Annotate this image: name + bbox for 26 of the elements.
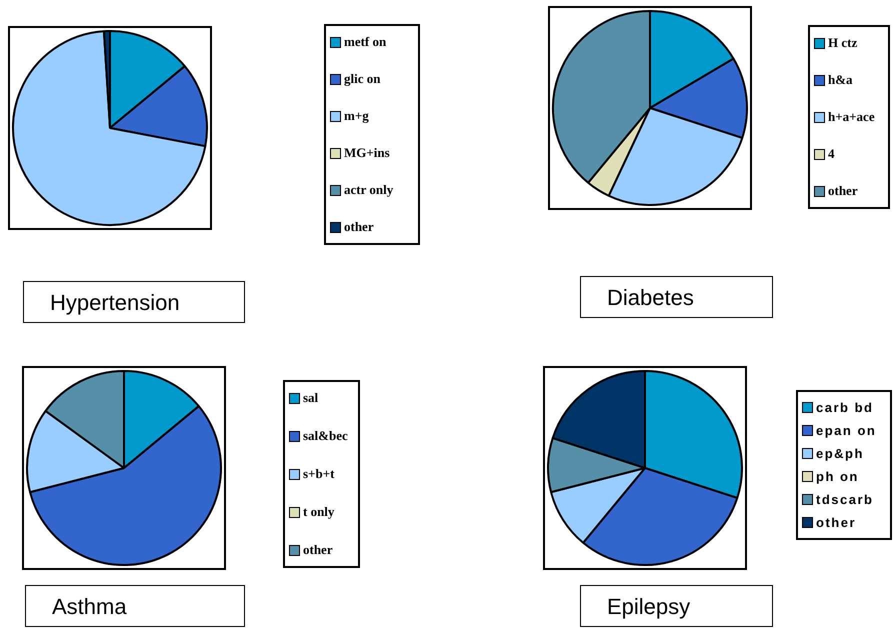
legend-label: H ctz bbox=[828, 35, 858, 51]
legend-label: sal&bec bbox=[303, 428, 348, 444]
legend-label: s+b+t bbox=[303, 466, 334, 482]
legend-label: h+a+ace bbox=[828, 109, 875, 125]
legend-label: h&a bbox=[828, 72, 853, 88]
legend-label: other bbox=[344, 219, 374, 235]
legend-label: metf on bbox=[344, 34, 386, 50]
text: Hypertension bbox=[23, 281, 245, 323]
legend-label: epan on bbox=[816, 423, 876, 438]
legend-label: actr only bbox=[344, 182, 394, 198]
legend-label: ph on bbox=[816, 469, 859, 484]
legend-label: MG+ins bbox=[344, 145, 390, 161]
legend-label: carb bd bbox=[816, 400, 874, 415]
text: Asthma bbox=[25, 585, 245, 627]
text: Epilepsy bbox=[580, 585, 773, 627]
text: Diabetes bbox=[580, 276, 773, 318]
legend-label: ep&ph bbox=[816, 446, 864, 461]
legend-label: m+g bbox=[344, 108, 369, 124]
legend-label: t only bbox=[303, 504, 334, 520]
legend-label: glic on bbox=[344, 71, 380, 87]
legend-label: sal bbox=[303, 390, 318, 406]
legend-label: other bbox=[816, 515, 856, 530]
legend-label: tdscarb bbox=[816, 492, 874, 507]
legend-label: other bbox=[303, 542, 333, 558]
legend-label: other bbox=[828, 183, 858, 199]
legend-label: 4 bbox=[828, 146, 834, 162]
